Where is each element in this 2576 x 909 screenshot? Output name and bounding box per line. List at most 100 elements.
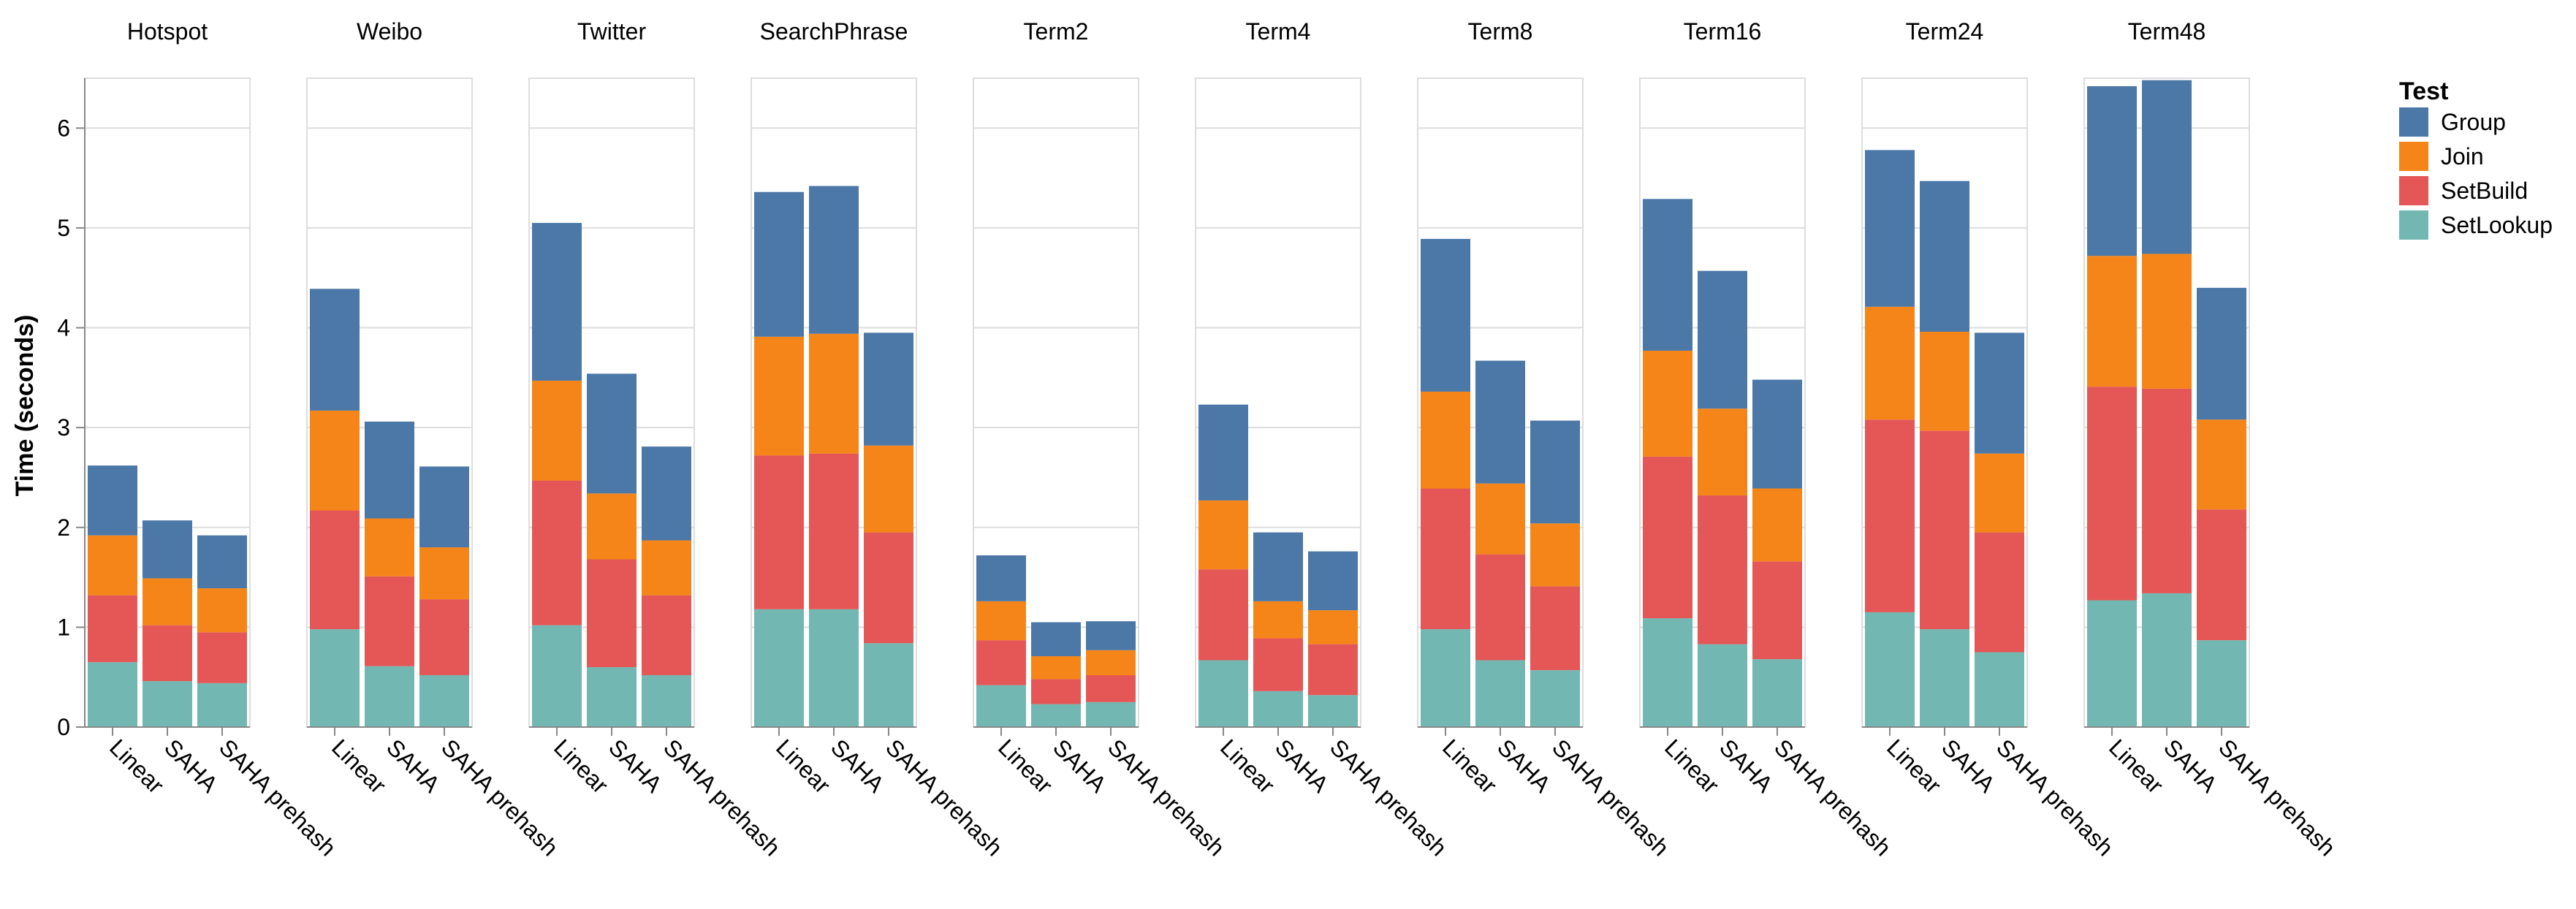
legend-swatch — [2399, 142, 2428, 171]
bar-term4-saha-prehash-setlookup — [1308, 695, 1358, 727]
bar-term2-linear-join — [976, 601, 1026, 641]
bar-hotspot-saha-prehash-setbuild — [197, 632, 247, 683]
legend-label: SetLookup — [2441, 212, 2553, 238]
y-tick-label: 6 — [57, 115, 70, 141]
x-tick-label: SAHA — [1048, 734, 1112, 798]
bar-term48-saha-prehash-join — [2197, 419, 2246, 510]
bar-term4-linear-setbuild — [1198, 569, 1248, 661]
x-tick-label: SAHA — [1937, 734, 2001, 798]
y-tick-label: 3 — [57, 414, 70, 441]
bar-weibo-linear-group — [310, 289, 360, 411]
bar-term48-linear-group — [2087, 85, 2137, 256]
x-tick-label: SAHA — [604, 734, 668, 798]
bar-term24-saha-prehash-join — [1975, 453, 2024, 533]
bar-term16-saha-prehash-setlookup — [1752, 659, 1802, 727]
legend-item-setbuild: SetBuild — [2399, 176, 2528, 205]
facet-title: Twitter — [577, 18, 647, 45]
bar-term4-saha-prehash-setbuild — [1308, 644, 1358, 696]
bar-term16-linear-group — [1643, 199, 1692, 351]
bar-term2-linear-setlookup — [976, 685, 1026, 727]
x-tick-label: SAHA prehash — [1325, 734, 1452, 861]
bar-hotspot-saha-setbuild — [143, 625, 192, 682]
x-tick-label: SAHA — [1270, 734, 1334, 798]
bar-term2-saha-prehash-group — [1086, 621, 1136, 650]
x-tick-label: Linear — [2104, 734, 2169, 799]
bar-twitter-linear-setlookup — [532, 625, 582, 727]
bar-term8-linear-group — [1421, 238, 1470, 392]
bar-searchphrase-saha-setlookup — [809, 609, 859, 727]
bar-term2-saha-prehash-setlookup — [1086, 701, 1136, 727]
bar-weibo-saha-group — [365, 421, 414, 519]
x-tick-label: Linear — [1882, 734, 1947, 799]
bar-term8-saha-prehash-group — [1530, 420, 1580, 524]
bar-term16-linear-join — [1643, 350, 1692, 457]
facet-title: Hotspot — [127, 18, 208, 45]
legend-swatch — [2399, 107, 2428, 137]
bar-term8-linear-setbuild — [1421, 488, 1470, 630]
x-tick-label: SAHA prehash — [214, 734, 341, 861]
bar-hotspot-saha-prehash-join — [197, 588, 247, 633]
y-tick-label: 0 — [57, 714, 70, 740]
bar-twitter-linear-join — [532, 380, 582, 481]
legend-swatch — [2399, 210, 2428, 240]
legend-item-group: Group — [2399, 107, 2506, 137]
legend-label: Join — [2441, 143, 2484, 170]
bar-hotspot-saha-prehash-group — [197, 535, 247, 589]
legend-label: SetBuild — [2441, 178, 2528, 204]
bar-twitter-saha-setlookup — [587, 667, 637, 727]
bar-hotspot-saha-group — [143, 520, 192, 579]
x-tick-label: SAHA — [2159, 734, 2223, 798]
x-tick-label: SAHA prehash — [436, 734, 563, 861]
bar-term8-saha-setbuild — [1475, 554, 1525, 661]
bar-term48-linear-setlookup — [2087, 600, 2137, 727]
bar-weibo-linear-join — [310, 410, 360, 511]
bar-weibo-saha-setbuild — [365, 576, 414, 666]
bar-hotspot-linear-join — [88, 535, 137, 596]
bar-term2-saha-join — [1031, 656, 1081, 680]
facet-title: Term24 — [1906, 18, 1984, 45]
bar-term2-linear-group — [976, 555, 1026, 601]
bar-searchphrase-saha-setbuild — [809, 453, 859, 609]
bar-term16-saha-join — [1698, 408, 1747, 496]
bar-twitter-saha-setbuild — [587, 559, 637, 668]
bar-term16-saha-prehash-setbuild — [1752, 561, 1802, 660]
bar-term24-saha-prehash-setbuild — [1975, 532, 2024, 653]
facet-title: Term4 — [1246, 18, 1311, 45]
facet-title: Term16 — [1684, 18, 1762, 45]
legend-label: Group — [2441, 109, 2506, 135]
bar-twitter-saha-prehash-setbuild — [642, 595, 691, 675]
bar-term2-saha-setlookup — [1031, 704, 1081, 727]
bar-twitter-saha-prehash-group — [642, 446, 691, 541]
bar-hotspot-linear-setlookup — [88, 662, 137, 727]
bar-term16-saha-setbuild — [1698, 495, 1747, 644]
bar-hotspot-linear-group — [88, 465, 137, 536]
x-tick-label: Linear — [771, 734, 836, 799]
x-tick-label: SAHA — [159, 734, 224, 798]
bar-searchphrase-saha-prehash-group — [864, 332, 913, 446]
x-tick-label: Linear — [1660, 734, 1725, 799]
bar-term2-linear-setbuild — [976, 640, 1026, 685]
bar-weibo-saha-prehash-group — [419, 466, 469, 548]
bar-hotspot-saha-setlookup — [143, 681, 192, 727]
bar-hotspot-saha-join — [143, 578, 192, 625]
x-tick-label: SAHA — [1714, 734, 1779, 798]
bar-twitter-linear-group — [532, 223, 582, 381]
x-tick-label: Linear — [105, 734, 170, 799]
x-tick-label: Linear — [993, 734, 1058, 799]
x-tick-label: SAHA prehash — [1769, 734, 1896, 861]
legend-item-join: Join — [2399, 142, 2484, 171]
x-tick-label: SAHA prehash — [1547, 734, 1674, 861]
bar-term2-saha-prehash-join — [1086, 650, 1136, 675]
bar-term16-saha-group — [1698, 270, 1747, 409]
x-tick-label: Linear — [1215, 734, 1280, 799]
legend-swatch — [2399, 176, 2428, 205]
facet-title: Term8 — [1468, 18, 1533, 45]
bar-term4-linear-group — [1198, 404, 1248, 501]
bar-term8-saha-join — [1475, 483, 1525, 555]
legend: Test Group Join SetBuild SetLookup — [2399, 77, 2553, 240]
x-tick-label: SAHA prehash — [881, 734, 1008, 861]
